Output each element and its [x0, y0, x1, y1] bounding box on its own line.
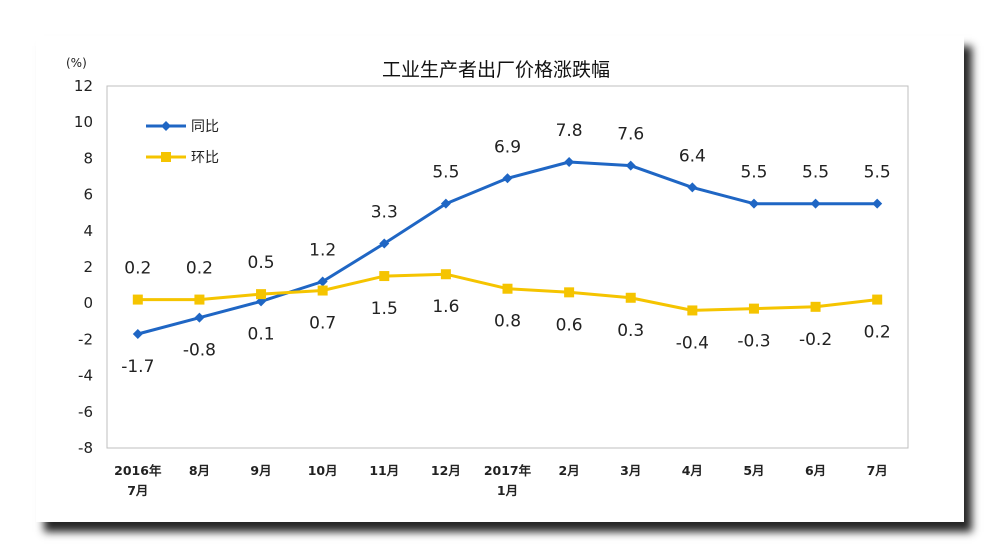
chart-title: 工业生产者出厂价格涨跌幅: [382, 59, 610, 81]
data-point: [502, 283, 513, 294]
data-point: [194, 294, 205, 305]
data-point: [379, 238, 390, 249]
x-tick-label: 9月: [250, 463, 271, 478]
data-point: [872, 294, 883, 305]
plot-area: [106, 85, 909, 449]
y-tick-label: 6: [83, 186, 93, 204]
y-tick-label: 10: [74, 113, 93, 131]
data-point: [317, 285, 328, 296]
series-layer: -1.7 -0.8 0.1 1.2 3.3 5.5 6.9 7.8 7.6 6.4 5.5 5.5 5.…: [121, 121, 890, 377]
data-label: 5.5: [432, 163, 459, 183]
y-axis: 12 10 8 6 4 2 0 -2 -4 -6 -8: [74, 77, 93, 457]
y-tick-label: 8: [83, 149, 93, 167]
x-tick-label: 8月: [189, 463, 210, 478]
data-label: 1.2: [309, 240, 336, 260]
data-label: 0.3: [617, 321, 644, 341]
x-tick-label: 2017年: [484, 463, 532, 478]
y-tick-label: 2: [83, 258, 93, 276]
data-point: [132, 294, 143, 305]
data-label: -0.4: [676, 333, 709, 353]
data-label: 1.6: [432, 297, 459, 317]
unit-label: (%): [66, 56, 87, 70]
data-point: [194, 312, 205, 323]
data-label: 1.5: [371, 299, 398, 319]
data-point: [748, 303, 759, 314]
data-point: [810, 198, 821, 209]
data-point: [625, 160, 636, 171]
data-label: 3.3: [371, 202, 398, 222]
data-label: 7.8: [556, 121, 583, 141]
data-label: 6.9: [494, 137, 521, 157]
data-point: [132, 328, 143, 339]
data-label: 5.5: [740, 163, 767, 183]
data-label: 0.2: [124, 259, 151, 279]
data-point: [317, 276, 328, 287]
legend-label: 环比: [191, 150, 219, 166]
data-label: -0.8: [183, 341, 216, 361]
legend-marker: [161, 121, 171, 131]
x-tick-label: 4月: [682, 463, 703, 478]
x-tick-label: 3月: [620, 463, 641, 478]
legend-marker: [161, 152, 171, 162]
y-tick-label: 0: [83, 294, 93, 312]
data-label: 0.2: [864, 323, 891, 343]
x-tick-label: 5月: [743, 463, 764, 478]
data-point: [502, 173, 513, 184]
data-label: -1.7: [121, 357, 154, 377]
x-tick-label: 7月: [867, 463, 888, 478]
x-tick-label: 2016年: [114, 463, 162, 478]
y-tick-label: 12: [74, 77, 93, 95]
data-point: [564, 287, 575, 298]
data-label: 0.6: [556, 315, 583, 335]
data-point: [872, 198, 883, 209]
data-label: 6.4: [679, 146, 706, 166]
legend-label: 同比: [191, 119, 219, 135]
x-tick-label: 11月: [369, 463, 399, 478]
series-mom: 0.2 0.2 0.5 0.7 1.5 1.6 0.8 0.6 0.3 -0.4 -0.3 -0.2 0…: [124, 253, 890, 353]
data-point: [625, 292, 636, 303]
chart-card: 工业生产者出厂价格涨跌幅 (%) 12 10 8 6 4 2 0 -2 -4 -6 -8 2016年…: [36, 36, 964, 522]
data-label: 5.5: [802, 163, 829, 183]
data-point: [440, 198, 451, 209]
y-tick-label: -6: [78, 403, 93, 421]
y-tick-label: -2: [78, 330, 93, 348]
data-point: [256, 289, 267, 300]
data-point: [687, 182, 698, 193]
data-point: [564, 157, 575, 168]
legend-item-yoy: 同比: [146, 119, 219, 135]
data-point: [440, 269, 451, 280]
data-label: 7.6: [617, 125, 644, 145]
y-tick-label: -4: [78, 367, 93, 385]
x-tick-label: 12月: [431, 463, 461, 478]
data-label: -0.2: [799, 330, 832, 350]
data-label: 0.7: [309, 314, 336, 334]
data-label: 5.5: [864, 163, 891, 183]
data-label: 0.5: [248, 253, 275, 273]
series-yoy: -1.7 -0.8 0.1 1.2 3.3 5.5 6.9 7.8 7.6 6.4 5.5 5.5 5.…: [121, 121, 890, 377]
y-tick-label: -8: [78, 439, 93, 457]
x-tick-label: 2月: [559, 463, 580, 478]
data-label: 0.8: [494, 312, 521, 332]
y-tick-label: 4: [83, 222, 93, 240]
data-label: -0.3: [737, 332, 770, 352]
line-chart: 工业生产者出厂价格涨跌幅 (%) 12 10 8 6 4 2 0 -2 -4 -6 -8 2016年…: [66, 56, 909, 498]
x-tick-label: 7月: [127, 483, 148, 498]
data-point: [379, 271, 390, 282]
data-point: [810, 301, 821, 312]
legend-item-mom: 环比: [146, 150, 219, 166]
data-label: 0.2: [186, 259, 213, 279]
data-label: 0.1: [248, 324, 275, 344]
data-point: [687, 305, 698, 316]
x-tick-label: 10月: [308, 463, 338, 478]
x-tick-label: 1月: [497, 483, 518, 498]
data-point: [748, 198, 759, 209]
x-axis: 2016年 7月 8月 9月 10月 11月 12月 2017年 1月 2月 3月 4月 5月 6月 7月: [114, 463, 888, 498]
x-tick-label: 6月: [805, 463, 826, 478]
